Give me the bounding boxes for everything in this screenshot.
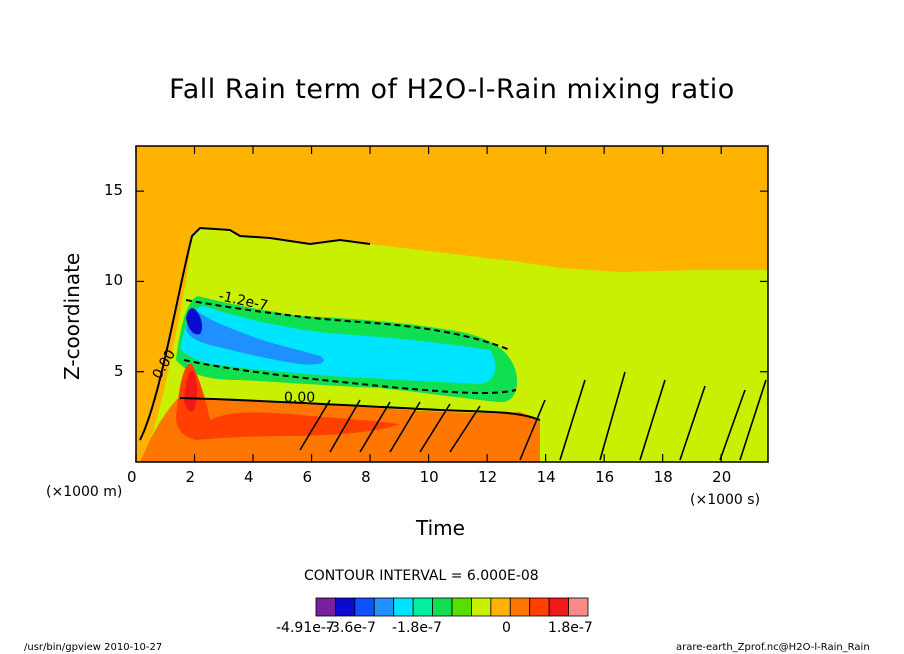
x-tick-label: 12 (478, 468, 498, 486)
x-tick-label: 0 (127, 468, 137, 486)
streaks (299, 371, 767, 461)
colorbar-swatch (373, 597, 395, 617)
x-axis-label: Time (416, 516, 465, 540)
colorbar-swatch (471, 597, 492, 617)
x-tick-label: 18 (653, 468, 673, 486)
colorbar-swatch (335, 597, 356, 617)
y-tick-marks (136, 190, 768, 373)
colorbar-tick-label: -4.91e-7 (276, 620, 335, 636)
x-tick-label: 20 (712, 468, 732, 486)
colorbar-swatch (393, 597, 414, 617)
colorbar-swatch (432, 597, 453, 617)
colorbar-swatch (548, 597, 569, 617)
x-tick-label: 8 (361, 468, 371, 486)
x-tick-marks (135, 146, 722, 462)
colorbar-swatch (568, 597, 589, 617)
x-tick-label: 14 (536, 468, 556, 486)
plot-field (136, 146, 768, 462)
colorbar-swatch (529, 597, 550, 617)
x-units: (×1000 s) (690, 492, 761, 508)
colorbar-swatch (412, 597, 433, 617)
contours (139, 226, 541, 441)
y-axis-label: Z-coordinate (60, 252, 84, 380)
colorbar-swatch (490, 597, 511, 617)
plot-frame (135, 145, 769, 463)
colorbar-tick-label: 0 (502, 620, 511, 636)
blue-core (186, 308, 203, 335)
y-tick-label: 5 (114, 361, 124, 380)
colorbar-tick-label: -1.8e-7 (392, 620, 442, 636)
colorbar-tick-label: -3.6e-7 (326, 620, 376, 636)
y-units: (×1000 m) (46, 484, 123, 500)
colorbar-swatch (509, 597, 531, 617)
x-tick-label: 2 (185, 468, 196, 486)
chart-title: Fall Rain term of H2O-l-Rain mixing rati… (169, 74, 735, 105)
colorbar-swatch (354, 597, 375, 617)
x-tick-label: 10 (419, 468, 439, 486)
x-tick-label: 4 (244, 468, 254, 486)
footer-right: arare-earth_Zprof.nc@H2O-l-Rain_Rain (676, 642, 870, 653)
red-region (176, 363, 400, 440)
crimson-core (184, 370, 197, 412)
y-tick-label: 15 (104, 181, 124, 200)
colorbar-swatch (451, 597, 472, 617)
footer-left: /usr/bin/gpview 2010-10-27 (24, 642, 163, 653)
x-tick-label: 6 (302, 468, 313, 486)
colorbar-tick-label: 1.8e-7 (548, 620, 593, 636)
aqua-region (180, 306, 496, 384)
colorbar (315, 597, 589, 617)
y-tick-label: 10 (104, 271, 124, 290)
light-blue-region (186, 311, 324, 365)
colorbar-swatch (315, 597, 336, 617)
contour-label-3: 0.00 (284, 390, 315, 406)
x-tick-label: 16 (595, 468, 615, 486)
contour-interval: CONTOUR INTERVAL = 6.000E-08 (304, 568, 539, 584)
